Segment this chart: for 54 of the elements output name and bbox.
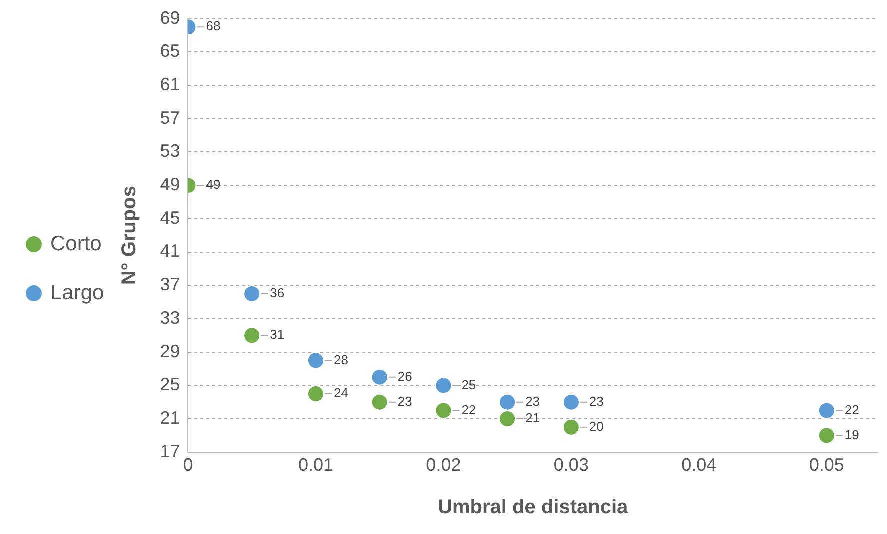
data-label: 23	[589, 394, 604, 409]
data-label: 24	[334, 386, 348, 401]
point	[307, 352, 324, 370]
data-label: 21	[526, 410, 540, 426]
data-label: 19	[844, 427, 860, 442]
point	[818, 402, 836, 420]
point	[499, 410, 516, 428]
y-tick-label: 21	[160, 408, 180, 428]
point	[562, 418, 580, 436]
y-tick-label: 33	[160, 308, 180, 328]
x-tick-label: 0.01	[298, 455, 334, 476]
x-axis-title: Umbral de distancia	[438, 496, 630, 519]
y-tick-label: 57	[160, 108, 180, 128]
y-tick-label: 45	[160, 208, 180, 228]
point	[562, 394, 580, 411]
data-label: 49	[206, 177, 221, 192]
y-tick-label: 17	[160, 441, 180, 462]
point	[435, 402, 452, 420]
y-tick-label: 49	[160, 174, 180, 195]
x-tick-label: 0	[183, 455, 194, 476]
data-label: 31	[270, 327, 285, 342]
data-label: 28	[334, 352, 348, 368]
x-tick-label: 0.02	[426, 455, 462, 476]
y-tick-label: 41	[160, 241, 180, 262]
data-label: 23	[398, 394, 412, 409]
point	[307, 386, 324, 403]
x-tick-label: 0.04	[682, 455, 717, 476]
x-tick-label: 0.03	[554, 455, 589, 476]
y-tick-label: 25	[160, 374, 180, 395]
point	[371, 368, 388, 386]
data-label: 25	[462, 377, 476, 392]
point	[244, 285, 261, 302]
x-tick-label: 0.05	[809, 455, 844, 476]
legend-label: Corto	[50, 232, 102, 256]
data-label: 36	[270, 286, 285, 301]
point	[371, 394, 388, 411]
y-tick-label: 53	[160, 141, 180, 162]
point	[435, 377, 452, 394]
y-tick-label: 37	[160, 274, 180, 295]
data-label: 22	[462, 402, 476, 418]
data-label: 20	[589, 418, 604, 434]
y-tick-label: 65	[160, 41, 180, 62]
y-tick-label: 29	[160, 341, 180, 362]
data-label: 26	[398, 368, 412, 384]
y-axis-title: N° Grupos	[118, 186, 141, 286]
point	[499, 394, 516, 411]
point	[818, 427, 836, 444]
data-label: 68	[206, 18, 221, 34]
y-tick-label: 69	[160, 8, 180, 28]
y-tick-label: 61	[160, 74, 180, 94]
legend-label: Largo	[50, 281, 104, 304]
point	[244, 327, 261, 344]
data-label: 22	[844, 402, 860, 418]
data-label: 23	[526, 394, 540, 409]
